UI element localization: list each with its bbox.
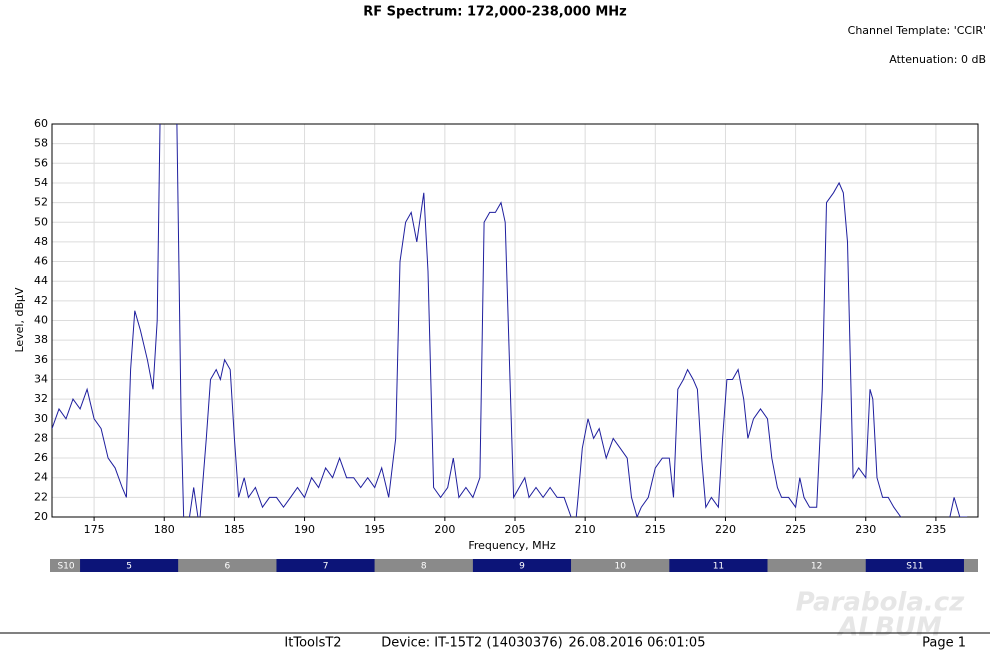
x-tick-label: 200: [434, 523, 455, 536]
y-tick-label: 30: [34, 412, 48, 425]
y-tick-label: 26: [34, 451, 48, 464]
channel-label: 8: [421, 562, 427, 572]
x-tick-label: 225: [785, 523, 806, 536]
x-tick-label: 180: [154, 523, 175, 536]
channel-cell: [80, 559, 179, 572]
x-tick-label: 210: [575, 523, 596, 536]
channel-label: S11: [906, 562, 923, 572]
x-tick-label: 190: [294, 523, 315, 536]
channel-cell: [374, 559, 473, 572]
x-axis-label: Frequency, MHz: [468, 539, 556, 552]
y-tick-label: 60: [34, 117, 48, 130]
channel-cell: [52, 559, 81, 572]
channel-label: S10: [57, 562, 74, 572]
channel-template: Channel Template: 'CCIR': [848, 24, 986, 37]
channel-cell: [472, 559, 572, 572]
x-tick-label: 185: [224, 523, 245, 536]
y-tick-label: 42: [34, 294, 48, 307]
spectrum-trace: [52, 124, 968, 517]
channel-cell: [767, 559, 866, 572]
y-tick-label: 48: [34, 235, 48, 248]
footer-device: Device: IT-15T2 (14030376): [381, 636, 562, 650]
y-tick-label: 22: [34, 490, 48, 503]
y-tick-label: 32: [34, 392, 48, 405]
y-tick-label: 56: [34, 156, 48, 169]
footer-timestamp: 26.08.2016 06:01:05: [569, 636, 706, 650]
channel-label: 5: [126, 562, 132, 572]
channel-label: 12: [811, 562, 822, 572]
channel-label: 11: [713, 562, 724, 572]
y-tick-label: 34: [34, 372, 48, 385]
x-tick-label: 195: [364, 523, 385, 536]
y-tick-label: 50: [34, 215, 48, 228]
channel-label: 10: [615, 562, 627, 572]
channel-cell: [571, 559, 670, 572]
channel-label: 7: [323, 562, 329, 572]
x-tick-label: 220: [715, 523, 736, 536]
plot-frame: [51, 123, 979, 518]
channel-cell: [178, 559, 277, 572]
watermark: Parabola.cz: [796, 588, 966, 618]
channel-cell: [865, 559, 964, 572]
y-tick-label: 20: [34, 510, 48, 523]
channel-label: 9: [519, 562, 525, 572]
y-tick-label: 40: [34, 314, 48, 327]
y-tick-label: 52: [34, 196, 48, 209]
x-tick-label: 205: [505, 523, 526, 536]
footer-app: ItToolsT2: [284, 636, 341, 650]
footer-page: Page 1: [922, 636, 966, 650]
watermark: ALBUM: [836, 613, 942, 643]
x-tick-label: 175: [84, 523, 105, 536]
x-tick-label: 235: [925, 523, 946, 536]
x-tick-label: 230: [855, 523, 876, 536]
y-tick-label: 44: [34, 274, 48, 287]
attenuation: Attenuation: 0 dB: [889, 53, 986, 66]
y-tick-label: 58: [34, 137, 48, 150]
y-tick-label: 24: [34, 471, 48, 484]
y-tick-label: 54: [34, 176, 48, 189]
y-tick-label: 46: [34, 255, 48, 268]
channel-cell: [669, 559, 768, 572]
y-tick-label: 38: [34, 333, 48, 346]
y-tick-label: 36: [34, 353, 48, 366]
x-tick-label: 215: [645, 523, 666, 536]
channel-label: 6: [225, 562, 231, 572]
channel-cell: [276, 559, 375, 572]
chart-title: RF Spectrum: 172,000-238,000 MHz: [363, 5, 627, 20]
y-tick-label: 28: [34, 431, 48, 444]
y-axis-label: Level, dBµV: [13, 287, 26, 353]
